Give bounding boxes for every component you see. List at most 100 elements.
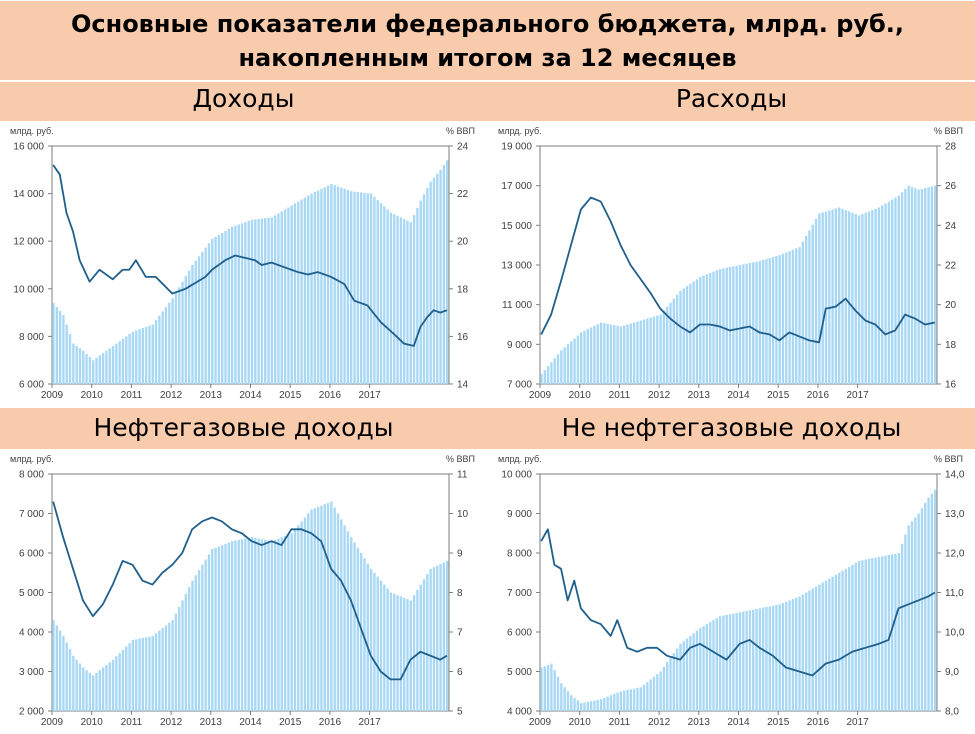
- bar: [599, 322, 603, 384]
- bar: [540, 667, 543, 711]
- bar: [573, 338, 576, 384]
- bar: [656, 315, 659, 384]
- bar: [725, 267, 728, 384]
- bar: [326, 185, 330, 384]
- left-tick-label: 13 000: [501, 261, 532, 272]
- bar: [546, 664, 550, 711]
- bar: [619, 691, 623, 711]
- right-tick-label: 14,0: [945, 470, 965, 481]
- bar: [82, 667, 85, 711]
- bar: [320, 505, 323, 711]
- right-tick-label: 8: [457, 588, 463, 599]
- bar: [108, 662, 111, 711]
- bar: [917, 513, 920, 711]
- x-tick-label: 2015: [279, 390, 302, 401]
- bar: [761, 260, 765, 384]
- x-tick-label: 2014: [239, 390, 262, 401]
- left-tick-label: 16 000: [13, 142, 44, 153]
- bar: [795, 248, 798, 384]
- bar: [626, 689, 629, 711]
- bar: [920, 508, 924, 711]
- bar: [340, 519, 343, 711]
- bar: [336, 513, 340, 711]
- bar: [313, 508, 317, 711]
- row1-title-band: Доходы Расходы: [0, 81, 975, 121]
- bar: [672, 653, 676, 711]
- gdp-share-line: [540, 196, 936, 344]
- bar: [867, 211, 871, 384]
- bar: [115, 656, 118, 711]
- bar: [808, 590, 811, 711]
- bar: [330, 184, 333, 384]
- bar: [439, 564, 442, 711]
- bar: [804, 235, 808, 384]
- bar: [135, 330, 138, 384]
- bar: [798, 596, 801, 711]
- bar: [861, 560, 864, 711]
- bar: [419, 584, 422, 711]
- bar: [666, 306, 669, 384]
- row2-title-band: Нефтегазовые доходы Не нефтегазовые дохо…: [0, 407, 975, 449]
- bar: [778, 255, 781, 384]
- bar: [894, 553, 897, 711]
- x-tick-label: 2009: [529, 390, 552, 401]
- bar: [838, 572, 841, 711]
- bar: [553, 358, 556, 384]
- bar: [280, 211, 283, 384]
- bar: [785, 601, 788, 711]
- x-tick-label: 2012: [648, 390, 671, 401]
- bar: [814, 586, 818, 711]
- bar: [445, 560, 449, 711]
- bar: [412, 215, 416, 384]
- bar: [818, 584, 821, 711]
- bar: [373, 572, 376, 711]
- bar: [151, 324, 154, 384]
- left-axis-unit: млрд. руб.: [498, 454, 542, 464]
- bar: [768, 606, 771, 711]
- bar: [593, 325, 596, 384]
- plot-area: [51, 145, 450, 385]
- bar: [642, 684, 646, 711]
- bar: [283, 535, 287, 711]
- bar: [422, 579, 426, 711]
- bar: [712, 271, 715, 384]
- bar: [900, 543, 904, 711]
- bar: [828, 210, 831, 384]
- bar: [72, 343, 75, 384]
- bar: [857, 215, 861, 384]
- bar: [864, 212, 867, 384]
- bar: [881, 205, 884, 384]
- bar: [118, 653, 121, 711]
- bar: [58, 630, 62, 711]
- bar: [436, 173, 439, 384]
- bar: [240, 539, 244, 711]
- bar: [55, 625, 58, 711]
- bar: [376, 199, 379, 384]
- bar: [553, 670, 556, 711]
- x-tick-label: 2016: [807, 390, 830, 401]
- bar: [270, 217, 274, 384]
- x-tick-label: 2015: [767, 390, 790, 401]
- bar: [264, 539, 267, 711]
- bar: [303, 517, 307, 711]
- bar: [778, 604, 781, 711]
- bar: [181, 600, 184, 711]
- bar: [442, 562, 446, 711]
- bar: [68, 649, 72, 711]
- right-tick-label: 10,0: [945, 628, 965, 639]
- bar: [277, 538, 280, 711]
- bar: [300, 199, 303, 384]
- bar: [399, 217, 403, 384]
- bar: [752, 609, 755, 711]
- right-axis-unit: % ВВП: [934, 126, 963, 136]
- bar: [689, 635, 692, 711]
- bar: [389, 212, 393, 384]
- x-tick-label: 2016: [319, 717, 342, 728]
- bar: [570, 695, 573, 711]
- bar: [52, 620, 55, 711]
- left-tick-label: 12 000: [13, 237, 44, 248]
- bar: [350, 191, 353, 384]
- bar: [82, 350, 85, 384]
- bar: [402, 218, 406, 384]
- bar: [851, 564, 854, 711]
